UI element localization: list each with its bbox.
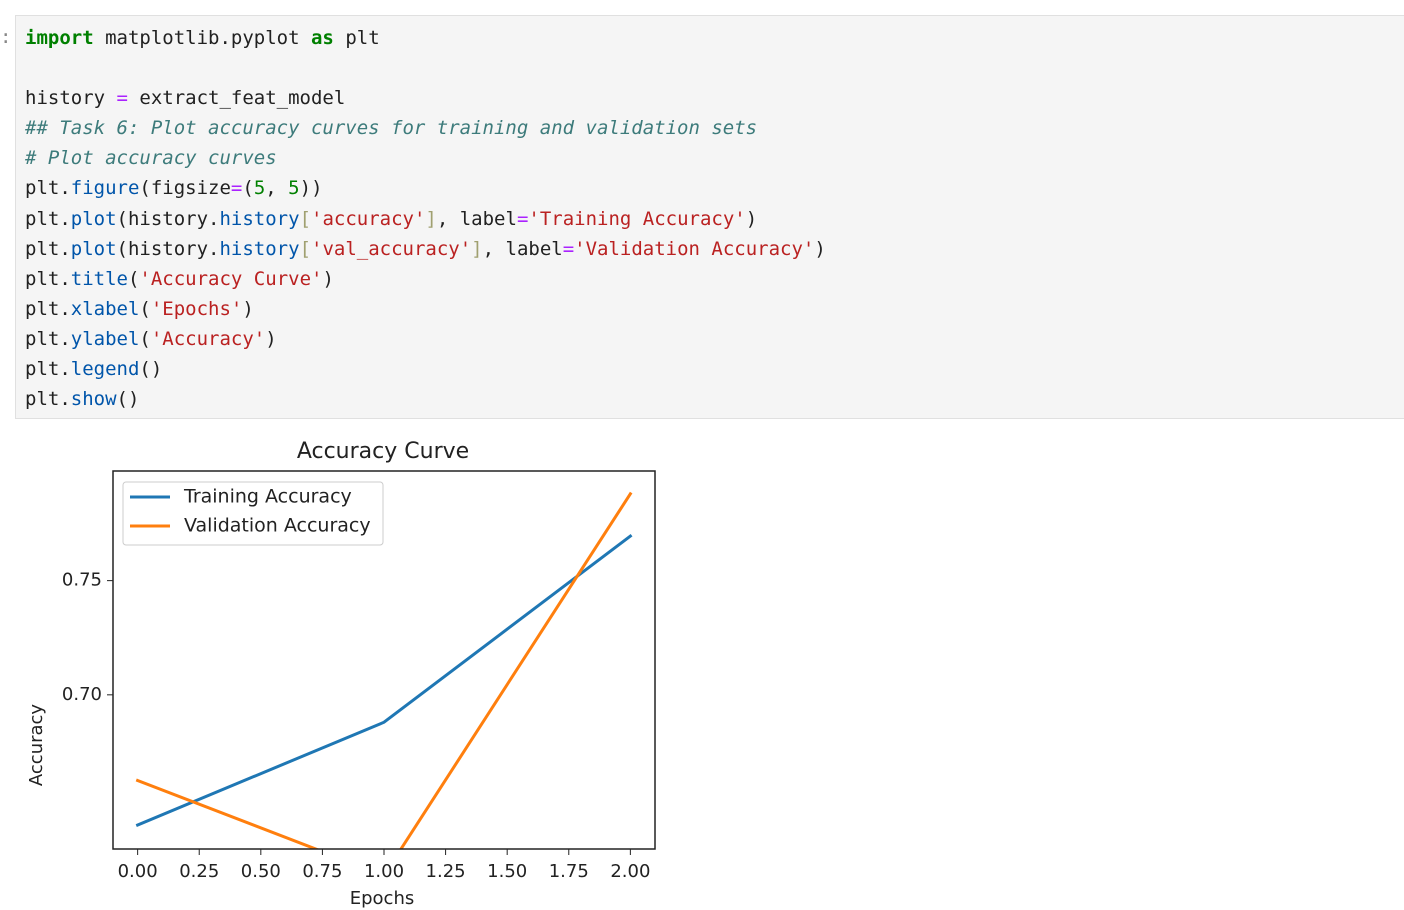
- code-line: history = extract_feat_model: [25, 83, 826, 113]
- code-token: history: [219, 237, 300, 260]
- code-token: extract_feat_model: [127, 87, 346, 110]
- code-line: plt.xlabel('Epochs'): [25, 294, 826, 324]
- y-axis-label: Accuracy: [26, 704, 47, 787]
- code-token: 5: [288, 177, 300, 200]
- code-token: legend: [70, 358, 140, 381]
- legend-label: Validation Accuracy: [184, 515, 371, 537]
- y-tick-label: 0.75: [62, 570, 102, 591]
- code-line: plt.legend(): [25, 354, 826, 384]
- code-token: )): [299, 177, 323, 200]
- x-tick-label: 2.00: [610, 861, 650, 882]
- code-token: ]: [425, 207, 437, 230]
- x-tick-label: 1.50: [487, 861, 527, 882]
- code-token: plt.: [25, 297, 71, 320]
- code-token: history: [219, 207, 300, 230]
- code-token: ): [242, 297, 254, 320]
- code-token: # Plot accuracy curves: [25, 147, 277, 170]
- code-token: ylabel: [70, 327, 140, 350]
- code-token: 'Epochs': [150, 297, 243, 320]
- y-tick-label: 0.70: [62, 684, 102, 705]
- x-tick-label: 0.25: [179, 861, 219, 882]
- code-token: ): [745, 207, 758, 230]
- code-token: (: [139, 327, 151, 350]
- code-token: =: [116, 87, 128, 110]
- series-line: [135, 491, 633, 849]
- code-line: plt.title('Accuracy Curve'): [25, 264, 826, 294]
- code-token: [: [299, 237, 312, 260]
- code-line: plt.plot(history.history['val_accuracy']…: [25, 234, 826, 264]
- code-token: figure: [70, 177, 140, 200]
- code-token: 5: [253, 177, 266, 200]
- code-token: 'Accuracy Curve': [139, 267, 323, 290]
- code-token: xlabel: [70, 297, 140, 320]
- code-line: ## Task 6: Plot accuracy curves for trai…: [25, 113, 826, 143]
- code-token: =: [230, 177, 243, 200]
- code-editor: import matplotlib.pyplot as plt history =…: [25, 23, 826, 414]
- code-line: plt.show(): [25, 384, 826, 414]
- code-token: import: [25, 27, 94, 49]
- code-token: (history.: [116, 237, 220, 260]
- code-token: plt.: [25, 327, 71, 350]
- code-token: ]: [471, 237, 483, 260]
- x-axis-label: Epochs: [350, 888, 415, 909]
- code-cell[interactable]: [15, 15, 1404, 419]
- code-token: history: [25, 87, 117, 110]
- code-token: plot: [70, 207, 117, 230]
- code-token: ## Task 6: Plot accuracy curves for trai…: [25, 117, 758, 140]
- code-token: plt: [333, 27, 380, 49]
- code-token: 'val_accuracy': [311, 237, 472, 260]
- cell-prompt: :: [0, 26, 12, 48]
- x-tick-label: 0.50: [241, 861, 281, 882]
- legend-label: Training Accuracy: [183, 486, 352, 508]
- code-token: (figsize: [139, 177, 231, 200]
- code-token: 'Accuracy': [150, 327, 266, 350]
- code-token: (: [139, 297, 151, 320]
- code-token: plot: [70, 237, 117, 260]
- code-token: plt.: [25, 207, 71, 230]
- x-tick-label: 0.00: [118, 861, 158, 882]
- code-token: =: [562, 237, 575, 260]
- code-token: , label: [436, 207, 517, 230]
- code-token: =: [516, 207, 529, 230]
- code-token: plt.: [25, 267, 71, 290]
- code-line: plt.ylabel('Accuracy'): [25, 324, 826, 354]
- code-line: # Plot accuracy curves: [25, 143, 826, 173]
- code-token: [: [299, 207, 312, 230]
- code-line: import matplotlib.pyplot as plt: [25, 23, 826, 53]
- code-token: 'Training Accuracy': [528, 207, 746, 230]
- code-line: plt.plot(history.history['accuracy'], la…: [25, 204, 826, 234]
- code-token: show: [70, 388, 117, 411]
- x-tick-label: 1.75: [549, 861, 589, 882]
- legend-box: [122, 481, 384, 546]
- code-token: matplotlib.pyplot: [93, 27, 311, 49]
- series-line: [135, 533, 633, 827]
- code-token: 'accuracy': [311, 207, 426, 230]
- code-token: ): [814, 237, 826, 260]
- code-token: (): [139, 358, 163, 381]
- code-token: plt.: [25, 358, 71, 381]
- code-token: plt.: [25, 388, 71, 411]
- x-tick-label: 1.00: [364, 861, 404, 882]
- code-token: (history.: [116, 207, 220, 230]
- axes-frame: [112, 470, 656, 850]
- code-token: plt.: [25, 237, 71, 260]
- code-token: title: [70, 267, 128, 290]
- code-token: ,: [265, 177, 289, 200]
- x-tick-label: 1.25: [426, 861, 466, 882]
- plot-area: [135, 491, 633, 849]
- code-token: as: [310, 27, 334, 49]
- code-token: (: [242, 177, 254, 200]
- code-token: ): [322, 267, 334, 290]
- chart-title: Accuracy Curve: [297, 439, 469, 464]
- code-token: , label: [482, 237, 563, 260]
- x-tick-label: 0.75: [302, 861, 342, 882]
- code-token: plt.: [25, 177, 71, 200]
- code-token: (: [127, 267, 140, 290]
- code-token: (): [116, 388, 140, 411]
- code-token: 'Validation Accuracy': [574, 237, 815, 260]
- code-line: plt.figure(figsize=(5, 5)): [25, 173, 826, 203]
- code-token: ): [265, 327, 277, 350]
